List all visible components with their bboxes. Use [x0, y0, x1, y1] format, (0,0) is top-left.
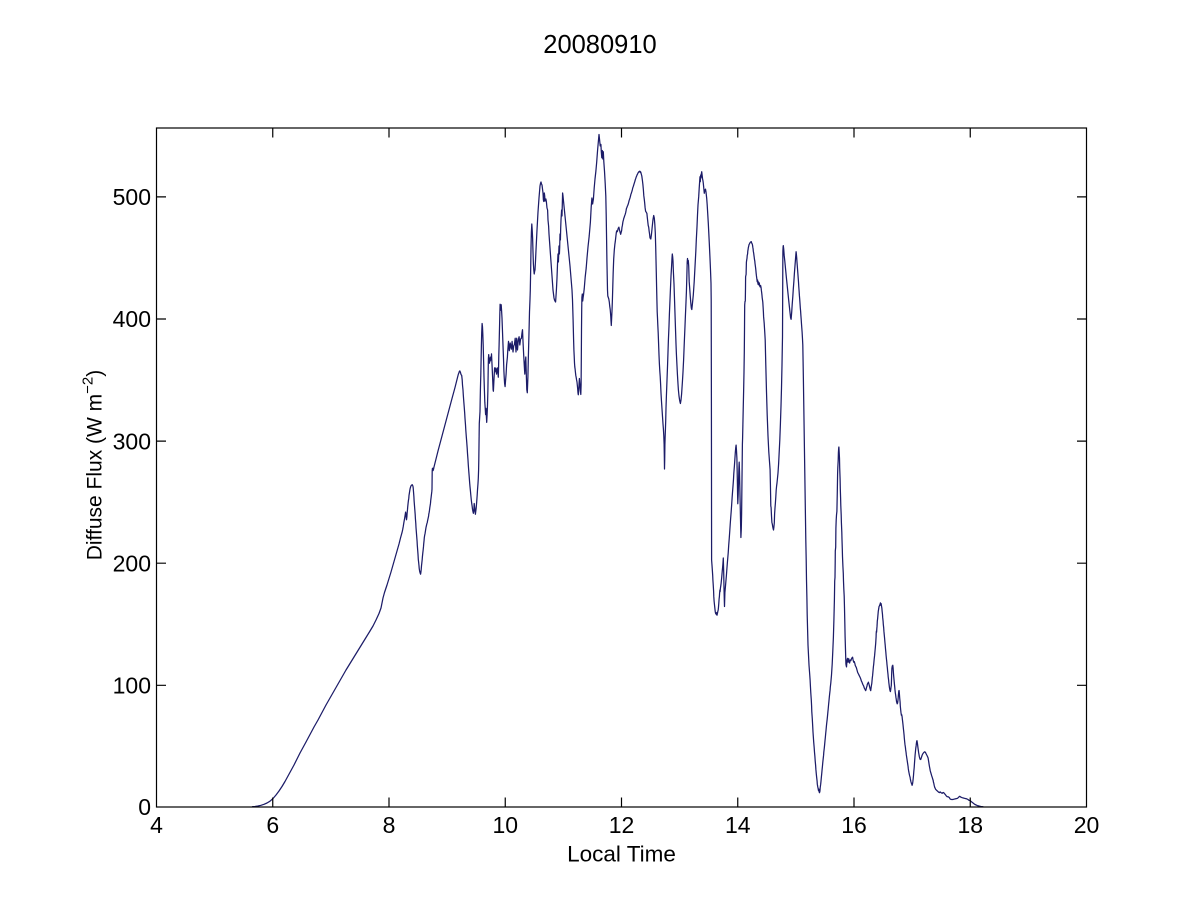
svg-text:10: 10	[492, 812, 518, 838]
svg-text:16: 16	[841, 812, 867, 838]
svg-text:200: 200	[113, 550, 151, 576]
svg-text:0: 0	[138, 794, 151, 820]
svg-text:400: 400	[113, 306, 151, 332]
svg-text:4: 4	[150, 812, 163, 838]
svg-text:14: 14	[725, 812, 751, 838]
svg-text:6: 6	[266, 812, 279, 838]
svg-text:20080910: 20080910	[543, 31, 656, 59]
svg-text:100: 100	[113, 673, 151, 699]
svg-text:Local Time: Local Time	[567, 842, 676, 867]
svg-text:18: 18	[957, 812, 983, 838]
svg-text:Diffuse Flux (W m−2): Diffuse Flux (W m−2)	[80, 370, 107, 561]
svg-text:300: 300	[113, 428, 151, 454]
svg-text:8: 8	[383, 812, 396, 838]
svg-text:20: 20	[1074, 812, 1100, 838]
svg-text:500: 500	[113, 184, 151, 210]
svg-text:12: 12	[609, 812, 635, 838]
